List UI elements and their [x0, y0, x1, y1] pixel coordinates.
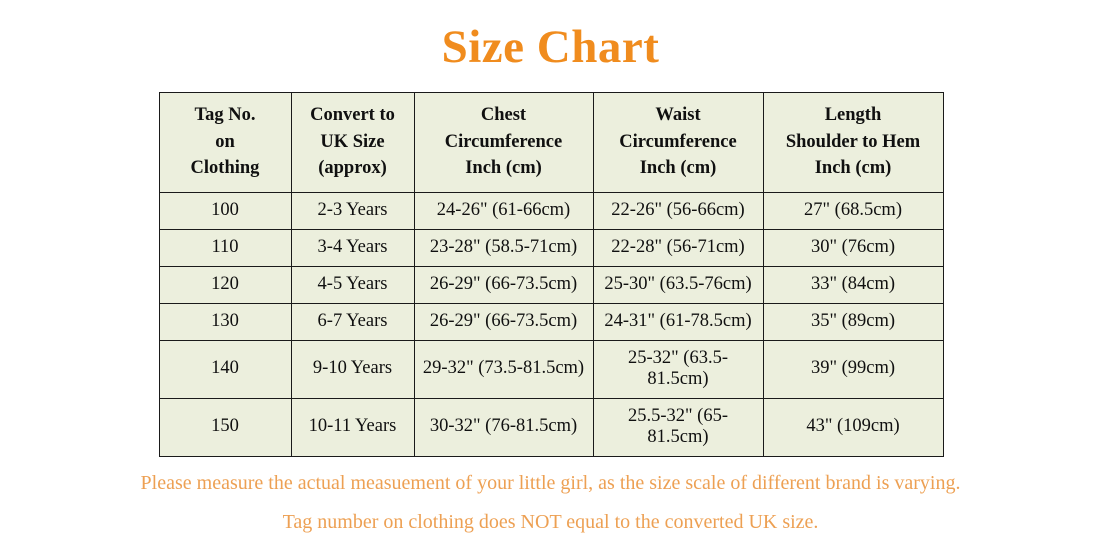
column-header-line: Length	[824, 105, 882, 126]
cell-uk-size: 2-3 Years	[290, 191, 415, 230]
cell-tag-no: 120	[158, 265, 292, 304]
column-header-line: Chest	[480, 105, 527, 126]
cell-length: 43" (109cm)	[762, 397, 944, 457]
cell-waist: 22-26" (56-66cm)	[592, 191, 764, 230]
cell-length: 27" (68.5cm)	[762, 191, 944, 230]
cell-tag-no: 100	[158, 191, 292, 230]
table-row: 130 6-7 Years 26-29" (66-73.5cm) 24-31" …	[158, 302, 944, 341]
cell-uk-size: 10-11 Years	[290, 397, 415, 457]
size-table: Tag No. on Clothing Convert to UK Size (…	[158, 92, 944, 457]
cell-chest: 26-29" (66-73.5cm)	[413, 265, 594, 304]
column-header-chest: Chest Circumference Inch (cm)	[413, 92, 594, 193]
cell-waist: 25-32" (63.5-81.5cm)	[592, 339, 764, 399]
cell-uk-size: 3-4 Years	[290, 228, 415, 267]
column-header-line: Circumference	[444, 131, 563, 152]
table-body: 100 2-3 Years 24-26" (61-66cm) 22-26" (5…	[158, 191, 944, 457]
cell-uk-size: 9-10 Years	[290, 339, 415, 399]
table-row: 100 2-3 Years 24-26" (61-66cm) 22-26" (5…	[158, 191, 944, 230]
column-header-line: Inch (cm)	[814, 158, 892, 179]
cell-length: 33" (84cm)	[762, 265, 944, 304]
column-header-line: Shoulder to Hem	[785, 131, 921, 152]
column-header-line: Inch (cm)	[639, 158, 717, 179]
table-row: 140 9-10 Years 29-32" (73.5-81.5cm) 25-3…	[158, 339, 944, 399]
column-header-tag-no: Tag No. on Clothing	[158, 92, 292, 193]
cell-tag-no: 130	[158, 302, 292, 341]
size-table-container: Tag No. on Clothing Convert to UK Size (…	[158, 92, 944, 457]
cell-length: 30" (76cm)	[762, 228, 944, 267]
table-row: 150 10-11 Years 30-32" (76-81.5cm) 25.5-…	[158, 397, 944, 457]
column-header-line: Waist	[655, 105, 701, 126]
cell-waist: 24-31" (61-78.5cm)	[592, 302, 764, 341]
cell-tag-no: 140	[158, 339, 292, 399]
cell-uk-size: 4-5 Years	[290, 265, 415, 304]
cell-tag-no: 150	[158, 397, 292, 457]
column-header-line: Circumference	[619, 131, 737, 152]
column-header-line: Clothing	[190, 158, 260, 179]
cell-waist: 25.5-32" (65-81.5cm)	[592, 397, 764, 457]
table-header-row: Tag No. on Clothing Convert to UK Size (…	[158, 92, 944, 193]
cell-waist: 22-28" (56-71cm)	[592, 228, 764, 267]
note-measure-actual: Please measure the actual measuement of …	[140, 471, 961, 494]
column-header-length: Length Shoulder to Hem Inch (cm)	[762, 92, 944, 193]
footer-notes: Please measure the actual measuement of …	[0, 473, 1101, 532]
cell-uk-size: 6-7 Years	[290, 302, 415, 341]
column-header-line: (approx)	[318, 158, 387, 179]
cell-tag-no: 110	[158, 228, 292, 267]
column-header-line: on	[215, 131, 235, 152]
cell-chest: 29-32" (73.5-81.5cm)	[413, 339, 594, 399]
cell-chest: 30-32" (76-81.5cm)	[413, 397, 594, 457]
column-header-line: Tag No.	[194, 105, 256, 126]
cell-length: 35" (89cm)	[762, 302, 944, 341]
cell-chest: 26-29" (66-73.5cm)	[413, 302, 594, 341]
column-header-line: Inch (cm)	[465, 158, 542, 179]
page-title: Size Chart	[441, 21, 660, 73]
table-header: Tag No. on Clothing Convert to UK Size (…	[158, 92, 944, 193]
column-header-line: UK Size	[320, 131, 385, 152]
cell-chest: 24-26" (61-66cm)	[413, 191, 594, 230]
column-header-line: Convert to	[310, 105, 395, 126]
table-row: 120 4-5 Years 26-29" (66-73.5cm) 25-30" …	[158, 265, 944, 304]
size-chart-page: Size Chart Tag No. on Clothing Conv	[141, 21, 961, 532]
cell-length: 39" (99cm)	[762, 339, 944, 399]
column-header-waist: Waist Circumference Inch (cm)	[592, 92, 764, 193]
table-row: 110 3-4 Years 23-28" (58.5-71cm) 22-28" …	[158, 228, 944, 267]
note-tag-not-uk-size: Tag number on clothing does NOT equal to…	[282, 510, 819, 533]
column-header-uk-size: Convert to UK Size (approx)	[290, 92, 415, 193]
cell-waist: 25-30" (63.5-76cm)	[592, 265, 764, 304]
cell-chest: 23-28" (58.5-71cm)	[413, 228, 594, 267]
